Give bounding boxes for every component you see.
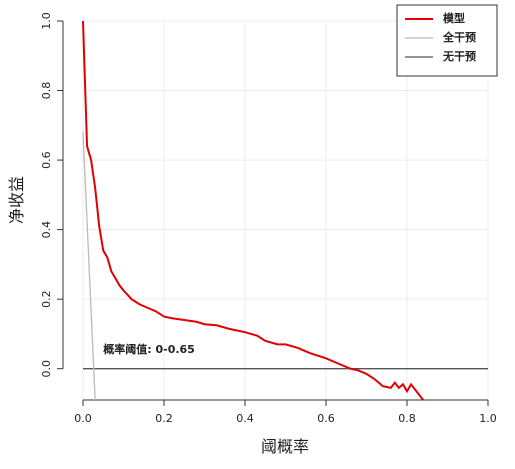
legend-label: 模型 [443,11,465,25]
y-tick-label: 0.2 [40,290,53,308]
x-tick-label: 0.0 [74,412,92,425]
y-axis-title: 净收益 [7,176,26,224]
legend-box [396,4,498,77]
series-line [82,20,424,401]
y-tick-label: 0.6 [40,151,53,169]
y-tick-label: 1.0 [40,12,53,30]
x-tick-label: 0.6 [317,412,335,425]
annotation: 概率阈值: 0-0.65 [103,342,195,356]
series-line [82,132,96,401]
x-tick-label: 1.0 [479,412,497,425]
y-tick-label: 0.8 [40,82,53,100]
x-axis-title: 阈概率 [261,437,309,456]
x-tick-label: 0.4 [236,412,254,425]
legend-label: 无干预 [442,49,476,63]
y-tick-label: 0.4 [40,221,53,239]
x-tick-label: 0.2 [155,412,173,425]
x-tick-label: 0.8 [398,412,416,425]
legend-label: 全干预 [442,30,476,44]
y-tick-label: 0.0 [40,360,53,378]
